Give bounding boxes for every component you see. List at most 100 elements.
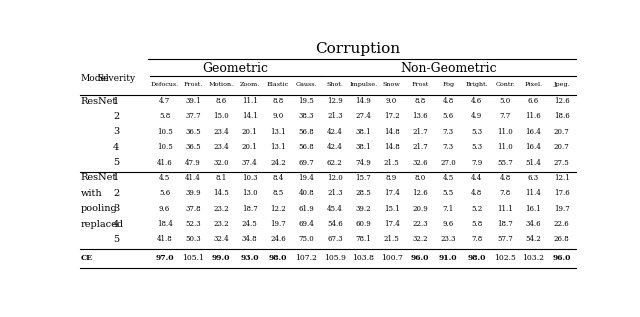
Text: 19.7: 19.7: [270, 220, 286, 228]
Text: 69.7: 69.7: [299, 158, 314, 166]
Text: replaced: replaced: [81, 220, 124, 229]
Text: 4.5: 4.5: [159, 174, 170, 182]
Text: 1: 1: [113, 173, 119, 182]
Text: 5: 5: [113, 158, 119, 167]
Text: 67.3: 67.3: [327, 236, 342, 243]
Text: 57.7: 57.7: [497, 236, 513, 243]
Text: 14.1: 14.1: [242, 113, 258, 120]
Text: 34.8: 34.8: [242, 236, 257, 243]
Text: 4.4: 4.4: [471, 174, 483, 182]
Text: 51.4: 51.4: [525, 158, 541, 166]
Text: 37.8: 37.8: [185, 205, 201, 213]
Text: 91.0: 91.0: [439, 254, 458, 262]
Text: 23.4: 23.4: [214, 143, 229, 151]
Text: ResNet: ResNet: [81, 96, 116, 106]
Text: 56.8: 56.8: [299, 128, 314, 136]
Text: CE: CE: [81, 254, 93, 262]
Text: 32.0: 32.0: [214, 158, 229, 166]
Text: 14.9: 14.9: [355, 97, 371, 105]
Text: 4: 4: [113, 220, 119, 229]
Text: 13.1: 13.1: [270, 143, 286, 151]
Text: 18.7: 18.7: [497, 220, 513, 228]
Text: 18.6: 18.6: [554, 113, 570, 120]
Text: 60.9: 60.9: [355, 220, 371, 228]
Text: 5.6: 5.6: [159, 189, 170, 197]
Text: 14.8: 14.8: [384, 143, 399, 151]
Text: 7.3: 7.3: [443, 143, 454, 151]
Text: 8.5: 8.5: [273, 189, 284, 197]
Text: 11.4: 11.4: [525, 189, 541, 197]
Text: 93.0: 93.0: [241, 254, 259, 262]
Text: Motion.: Motion.: [209, 82, 234, 87]
Text: 34.6: 34.6: [525, 220, 541, 228]
Text: 13.1: 13.1: [270, 128, 286, 136]
Text: 45.4: 45.4: [327, 205, 342, 213]
Text: 100.7: 100.7: [381, 254, 403, 262]
Text: 61.9: 61.9: [299, 205, 314, 213]
Text: 11.6: 11.6: [525, 113, 541, 120]
Text: 8.8: 8.8: [414, 97, 426, 105]
Text: 21.5: 21.5: [384, 158, 399, 166]
Text: 5.0: 5.0: [499, 97, 511, 105]
Text: 23.2: 23.2: [214, 220, 229, 228]
Text: 4.8: 4.8: [499, 174, 511, 182]
Text: 17.4: 17.4: [384, 189, 399, 197]
Text: 8.9: 8.9: [386, 174, 397, 182]
Text: 14.8: 14.8: [384, 128, 399, 136]
Text: 37.7: 37.7: [185, 113, 201, 120]
Text: 38.1: 38.1: [355, 128, 371, 136]
Text: 16.1: 16.1: [525, 205, 541, 213]
Text: 4.7: 4.7: [159, 97, 170, 105]
Text: 39.1: 39.1: [185, 97, 201, 105]
Text: 17.2: 17.2: [384, 113, 399, 120]
Text: 27.5: 27.5: [554, 158, 570, 166]
Text: 7.3: 7.3: [443, 128, 454, 136]
Text: 5.2: 5.2: [471, 205, 483, 213]
Text: Pixel.: Pixel.: [524, 82, 543, 87]
Text: 18.4: 18.4: [157, 220, 173, 228]
Text: with: with: [81, 189, 102, 198]
Text: 3: 3: [113, 204, 119, 213]
Text: 9.6: 9.6: [443, 220, 454, 228]
Text: 99.0: 99.0: [212, 254, 230, 262]
Text: Corruption: Corruption: [315, 42, 401, 56]
Text: 105.1: 105.1: [182, 254, 204, 262]
Text: 15.1: 15.1: [384, 205, 399, 213]
Text: Zoom.: Zoom.: [239, 82, 260, 87]
Text: 21.5: 21.5: [384, 236, 399, 243]
Text: 5.8: 5.8: [471, 220, 483, 228]
Text: Snow: Snow: [383, 82, 401, 87]
Text: 4.6: 4.6: [471, 97, 483, 105]
Text: 12.1: 12.1: [554, 174, 570, 182]
Text: 10.5: 10.5: [157, 128, 173, 136]
Text: 38.3: 38.3: [299, 113, 314, 120]
Text: 78.1: 78.1: [355, 236, 371, 243]
Text: 40.8: 40.8: [299, 189, 314, 197]
Text: 10.3: 10.3: [242, 174, 257, 182]
Text: 12.6: 12.6: [554, 97, 570, 105]
Text: Severity: Severity: [97, 74, 135, 83]
Text: Jpeg.: Jpeg.: [554, 82, 570, 87]
Text: 32.2: 32.2: [412, 236, 428, 243]
Text: 75.0: 75.0: [299, 236, 314, 243]
Text: 36.5: 36.5: [185, 143, 201, 151]
Text: 11.1: 11.1: [497, 205, 513, 213]
Text: 5.8: 5.8: [159, 113, 170, 120]
Text: 52.3: 52.3: [185, 220, 201, 228]
Text: 102.5: 102.5: [494, 254, 516, 262]
Text: 56.8: 56.8: [299, 143, 314, 151]
Text: 20.1: 20.1: [242, 143, 258, 151]
Text: Defocus.: Defocus.: [150, 82, 179, 87]
Text: 17.4: 17.4: [384, 220, 399, 228]
Text: 62.2: 62.2: [327, 158, 342, 166]
Text: 4.5: 4.5: [443, 174, 454, 182]
Text: 47.9: 47.9: [185, 158, 201, 166]
Text: 20.1: 20.1: [242, 128, 258, 136]
Text: 13.6: 13.6: [412, 113, 428, 120]
Text: 24.6: 24.6: [270, 236, 286, 243]
Text: 18.7: 18.7: [242, 205, 258, 213]
Text: 4.8: 4.8: [443, 97, 454, 105]
Text: 7.1: 7.1: [443, 205, 454, 213]
Text: 6.3: 6.3: [528, 174, 539, 182]
Text: 50.3: 50.3: [185, 236, 201, 243]
